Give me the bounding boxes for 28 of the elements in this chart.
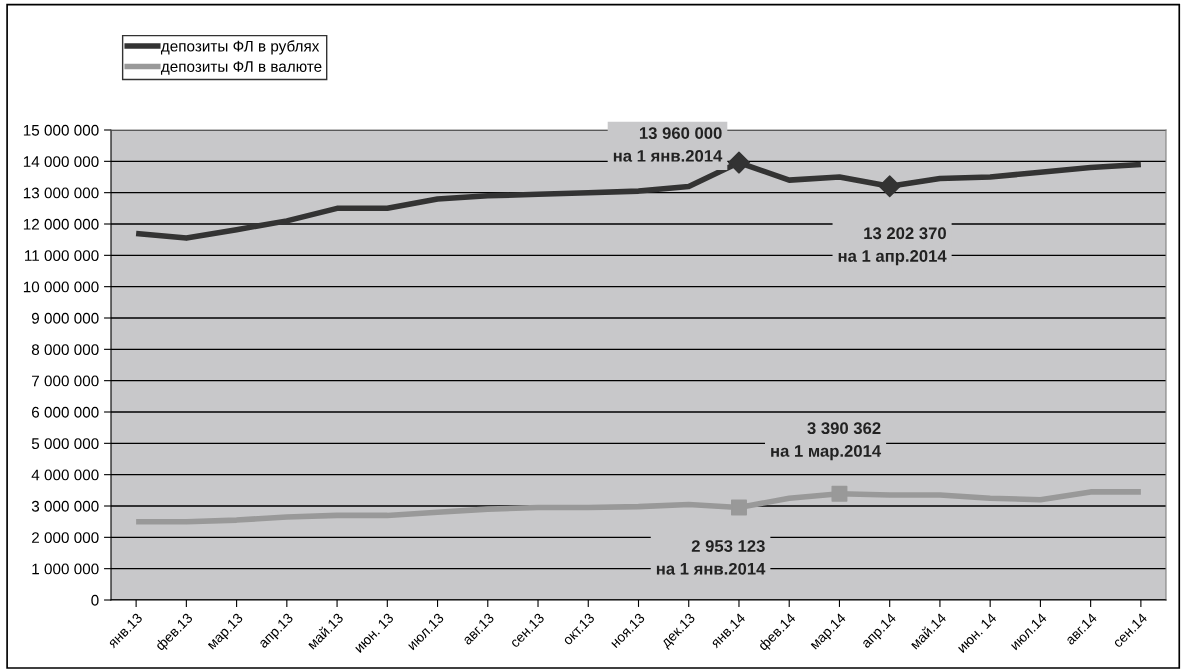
y-tick-label: 3 000 000 bbox=[31, 500, 99, 512]
y-tick-label: 7 000 000 bbox=[32, 375, 99, 387]
y-tick-label: 10 000 000 bbox=[23, 281, 99, 293]
legend-label: депозиты ФЛ в валюте bbox=[160, 61, 322, 75]
point bbox=[878, 175, 901, 198]
y-tick-label: 8 000 000 bbox=[31, 344, 99, 356]
annotation: 2 953 123 на 1 янв.2014 bbox=[656, 540, 766, 575]
y-tick-label: 5 000 000 bbox=[31, 438, 99, 450]
annotation: 3 390 362 на 1 мар.2014 bbox=[771, 422, 882, 461]
annotation: 13 960 000 на 1 янв.2014 bbox=[613, 127, 723, 162]
y-tick-label: 6 000 000 bbox=[32, 406, 99, 418]
point bbox=[727, 151, 750, 174]
y-tick-label: 9 000 000 bbox=[31, 312, 99, 324]
x-tick-label: июн. 13 bbox=[353, 612, 395, 653]
x-tick-label: июн. 14 bbox=[956, 612, 998, 653]
y-tick-label: 1 000 000 bbox=[32, 563, 99, 575]
y-tick-label: 0 bbox=[91, 594, 99, 606]
point bbox=[730, 499, 747, 516]
y-tick-label: 4 000 000 bbox=[31, 469, 99, 481]
y-tick-label: 12 000 000 bbox=[23, 218, 99, 230]
annotation: 13 202 370 на 1 апр.2014 bbox=[838, 227, 947, 266]
y-tick-label: 2 000 000 bbox=[32, 532, 99, 544]
y-tick-label: 13 000 000 bbox=[23, 187, 99, 199]
y-tick-label: 14 000 000 bbox=[23, 156, 99, 168]
point bbox=[831, 485, 848, 502]
y-tick-label: 11 000 000 bbox=[25, 250, 99, 262]
legend-label: депозиты ФЛ в рублях bbox=[160, 40, 320, 55]
y-tick-label: 15 000 000 bbox=[23, 124, 99, 136]
